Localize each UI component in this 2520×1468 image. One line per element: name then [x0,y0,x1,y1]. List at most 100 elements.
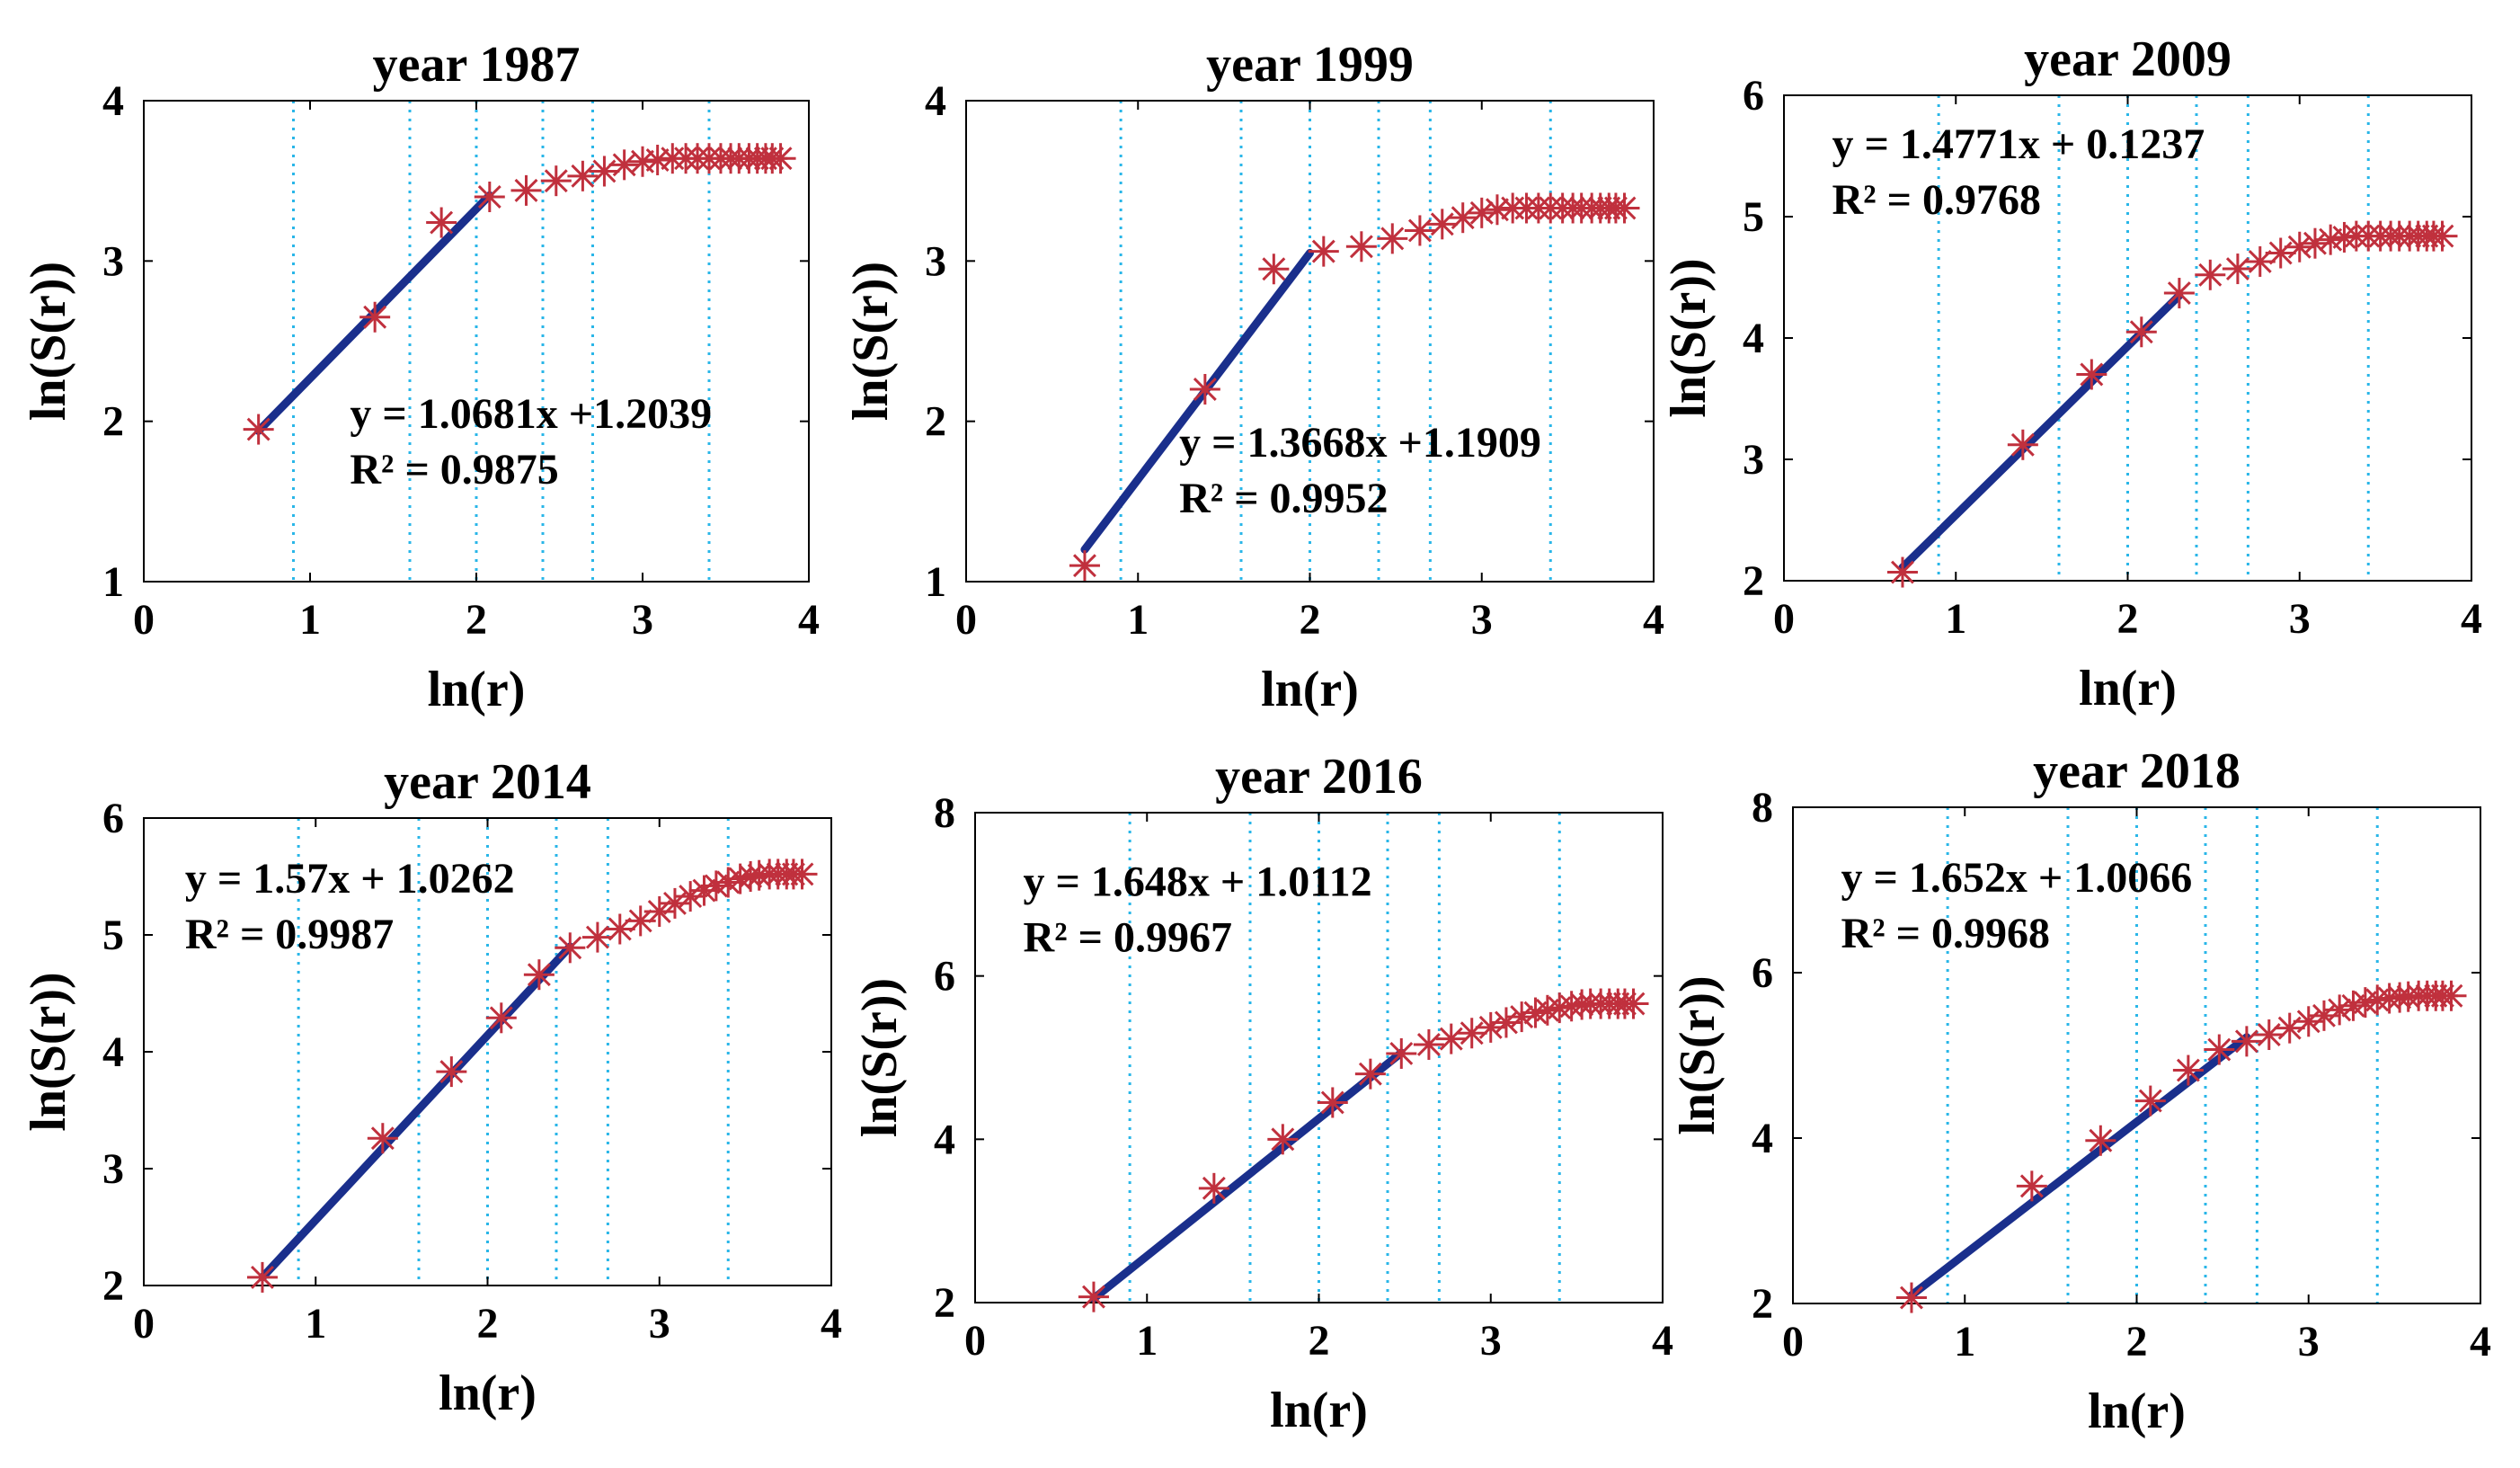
data-point [1377,223,1408,254]
linear-fit-line [1080,248,1314,554]
data-point [1435,1023,1467,1054]
y-tick-label: 6 [934,953,955,1001]
x-axis-label: ln(r) [2079,661,2177,716]
data-point [567,160,599,191]
y-tick-label: 1 [925,558,946,606]
x-tick-label: 1 [1127,596,1149,644]
x-tick-label: 2 [2126,1318,2148,1366]
r-squared-label: R² = 0.9875 [350,446,558,494]
x-tick-label: 3 [632,596,653,644]
data-point [359,301,391,333]
y-axis-label: ln(S(r)) [1670,975,1726,1134]
data-point [2222,254,2253,285]
x-tick-label: 2 [2117,595,2139,643]
data-point [1466,197,1497,228]
x-tick-label: 0 [955,596,977,644]
y-tick-label: 8 [934,789,955,837]
data-point [2016,1170,2047,1202]
y-tick-label: 3 [102,237,124,285]
y-tick-label: 8 [1752,784,1773,832]
x-tick-label: 0 [1773,595,1795,643]
x-axis-label: ln(r) [439,1366,537,1421]
y-tick-label: 1 [102,558,124,606]
data-point [589,156,620,187]
data-point [608,149,640,181]
data-point [474,182,505,212]
data-point [436,1056,467,1088]
x-tick-label: 1 [299,596,321,644]
x-tick-label: 0 [964,1317,986,1365]
x-tick-label: 1 [1945,595,1966,643]
data-point [540,165,572,197]
data-point [2125,316,2157,348]
y-axis-label: ln(S(r)) [852,978,908,1137]
data-point [1520,997,1551,1028]
data-point [1895,1282,1927,1313]
x-tick-label: 2 [477,1300,499,1348]
y-tick-label: 2 [102,398,124,446]
y-tick-label: 3 [102,1145,124,1193]
x-axis-label: ln(r) [1270,1383,1368,1438]
data-point [627,146,658,177]
x-tick-label: 0 [133,1300,155,1348]
linear-fit-line [1907,1033,2251,1300]
data-point [1267,1124,1299,1155]
data-point [765,143,796,174]
linear-fit-line [258,942,574,1282]
y-tick-label: 4 [1752,1115,1773,1162]
panel-year-2014: 0 1 2 3 4 2 3 4 5 6 year 2014 ln(r) ln(S(r)) y = 1.57… [21,754,842,1421]
x-tick-label: 0 [1782,1318,1804,1366]
y-tick-label: 4 [925,77,946,125]
data-point [2436,980,2467,1011]
x-tick-label: 0 [133,596,155,644]
data-point [2231,1026,2262,1057]
panel-title: year 2009 [2024,31,2232,87]
data-point [426,207,457,238]
panel-title: year 1999 [1206,37,1414,93]
regression-equation: y = 1.648x + 1.0112 [1024,859,1372,906]
x-tick-label: 4 [821,1300,842,1348]
data-point [2427,220,2458,252]
data-point [1198,1172,1229,1204]
y-tick-label: 2 [934,1279,955,1327]
data-point [2265,237,2296,269]
data-point [510,174,542,206]
y-tick-label: 2 [102,1262,124,1310]
data-point [2172,1054,2204,1086]
data-point [688,875,720,906]
y-tick-label: 2 [925,398,946,446]
data-point [1426,209,1458,240]
data-point [1069,550,1100,582]
x-tick-label: 4 [798,596,820,644]
y-tick-label: 4 [1743,315,1764,362]
panel-title: year 2014 [384,754,591,810]
x-tick-label: 3 [2289,595,2311,643]
data-point [2204,1034,2235,1065]
data-point [1189,374,1220,405]
r-squared-label: R² = 0.9987 [185,911,394,958]
regression-equation: y = 1.3668x +1.1909 [1179,419,1541,467]
panel-title: year 1987 [373,37,581,93]
data-point [675,881,706,912]
data-point [1345,231,1377,262]
y-tick-label: 2 [1752,1280,1773,1328]
data-point [367,1123,398,1154]
data-point [642,144,673,175]
x-tick-label: 4 [2461,595,2482,643]
data-point [246,1261,278,1293]
data-point [2195,259,2226,290]
x-tick-label: 2 [1309,1317,1330,1365]
y-axis-label: ln(S(r)) [21,262,76,421]
data-point [1886,556,1918,588]
x-axis-label: ln(r) [428,662,526,717]
panel-year-2018: 0 1 2 3 4 2 4 6 8 year 2018 ln(r) ln(S(r)) y = 1.652… [1670,743,2491,1439]
data-point [1317,1087,1348,1118]
x-tick-label: 1 [305,1300,326,1348]
y-tick-label: 6 [102,795,124,842]
data-point [1386,1037,1417,1069]
y-axis-label: ln(S(r)) [1661,258,1717,417]
data-point [1618,988,1649,1019]
linear-fit-line [1089,1048,1406,1303]
r-squared-label: R² = 0.9967 [1024,914,1232,962]
